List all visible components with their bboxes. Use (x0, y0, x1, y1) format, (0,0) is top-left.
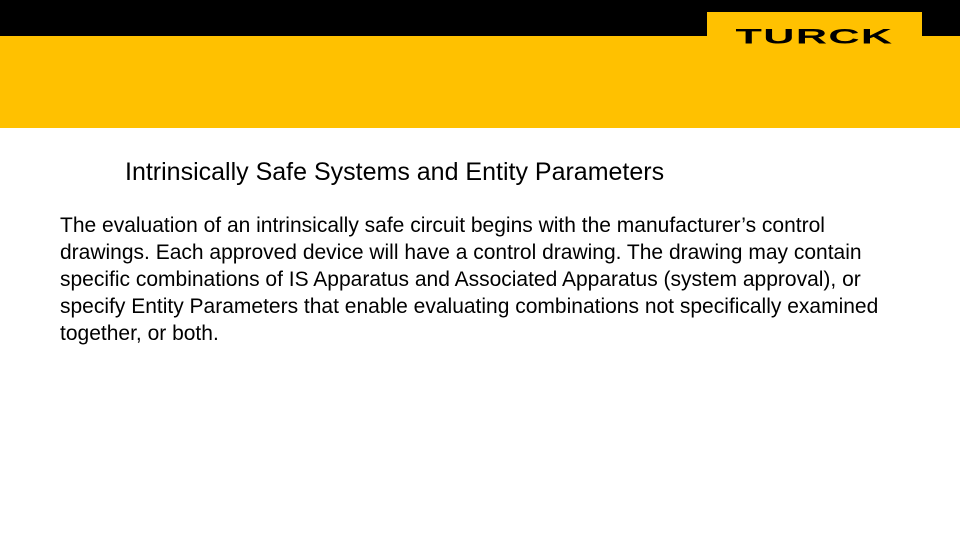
logo-text: TURCK (736, 24, 894, 48)
slide-title: Intrinsically Safe Systems and Entity Pa… (125, 158, 664, 187)
logo-box: TURCK (707, 12, 922, 60)
slide-body-text: The evaluation of an intrinsically safe … (60, 212, 900, 347)
slide: { "layout": { "slide_width": 960, "slide… (0, 0, 960, 540)
